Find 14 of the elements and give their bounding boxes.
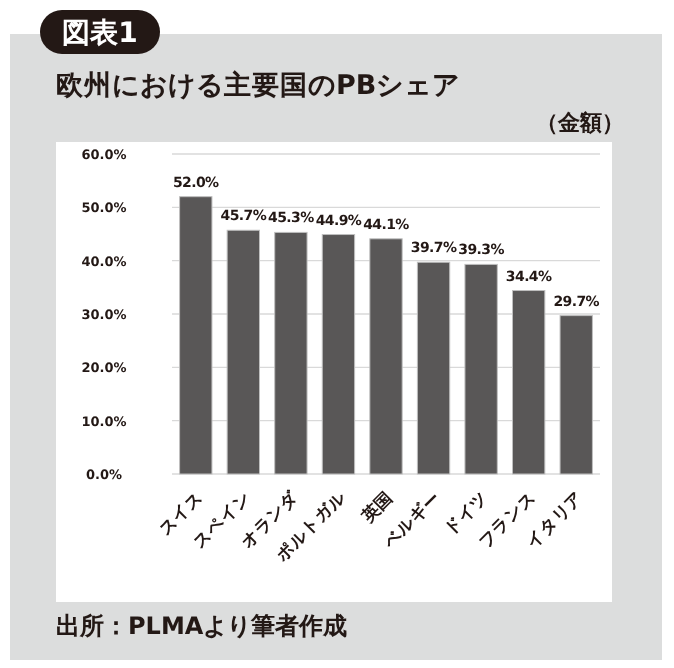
chart-title: 欧州における主要国のPBシェア <box>56 68 461 102</box>
bar <box>226 229 260 475</box>
bar <box>321 234 356 475</box>
bar <box>416 261 451 475</box>
bar <box>179 196 213 475</box>
x-tick-label: 英国 <box>355 486 399 530</box>
bar <box>559 315 593 475</box>
chart-subtitle: （金額） <box>536 110 624 136</box>
bar <box>274 231 308 475</box>
text: 図表1 <box>62 18 138 50</box>
bar <box>464 263 498 475</box>
bar <box>369 238 403 475</box>
text: 出所：PLMAより筆者作成 <box>56 612 348 640</box>
bar <box>512 290 546 475</box>
